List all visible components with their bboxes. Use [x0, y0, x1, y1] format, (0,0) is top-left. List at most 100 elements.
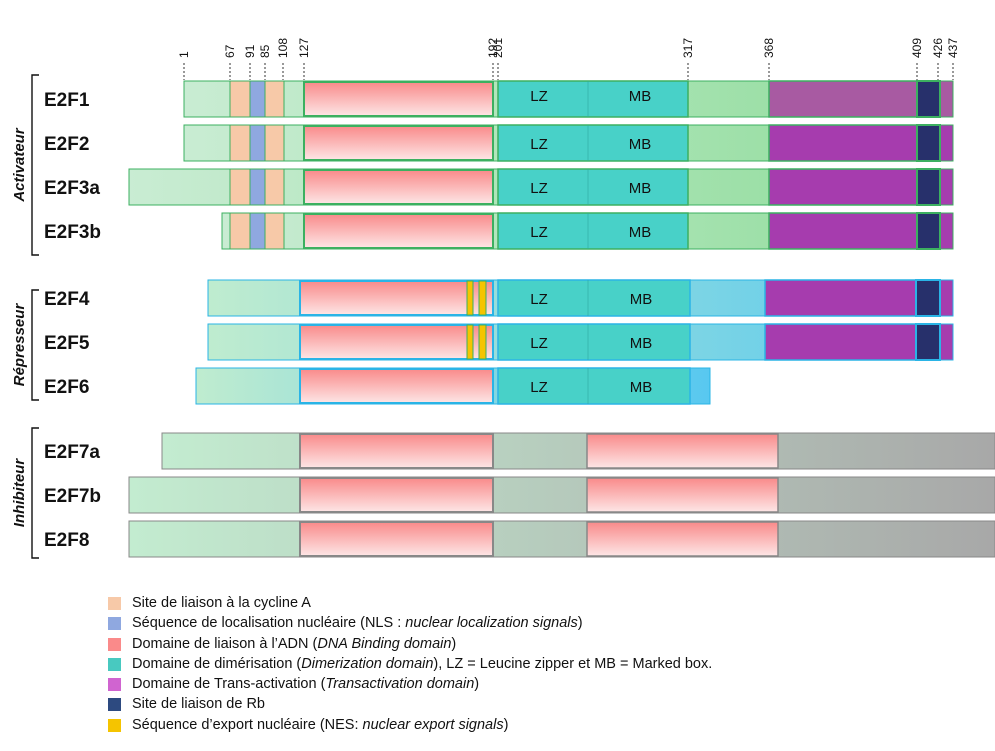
- mb-label: MB: [630, 335, 653, 352]
- group-brackets: Activateur Répresseur Inhibiteur: [11, 74, 39, 559]
- protein-row-e2f4: LZ MB E2F4: [44, 279, 954, 317]
- legend-text: Domaine de dimérisation (Dimerization do…: [132, 655, 713, 672]
- dna-binding-domain: [299, 280, 494, 316]
- lz-label: LZ: [530, 379, 548, 396]
- mb-label: MB: [629, 180, 652, 197]
- dimerization-domain: [497, 80, 689, 118]
- cyclin-a-site: [229, 168, 251, 206]
- rb-swatch: [108, 698, 121, 712]
- c-terminal-end: [939, 323, 954, 361]
- group-1: Répresseur: [11, 289, 39, 401]
- protein-row-e2f1: LZ MB E2F1: [44, 80, 954, 118]
- dimerization-domain: [497, 367, 691, 405]
- legend-item: Domaine de liaison à l’ADN (DNA Binding …: [108, 634, 988, 654]
- protein-row-e2f7a: E2F7a: [44, 432, 995, 470]
- dna-binding-domain: [299, 433, 494, 469]
- group-2: Inhibiteur: [11, 427, 39, 559]
- nls-site: [249, 124, 266, 162]
- position-label: 409: [910, 38, 924, 58]
- dna-binding-domain-2: [586, 477, 779, 513]
- dna-binding-domain-2: [586, 433, 779, 469]
- mb-label: MB: [629, 136, 652, 153]
- mb-label: MB: [630, 291, 653, 308]
- protein-name: E2F3a: [44, 178, 100, 199]
- position-label: 368: [762, 38, 776, 58]
- nls-site: [249, 212, 266, 250]
- lz-label: LZ: [530, 224, 548, 241]
- nes-site: [478, 280, 487, 316]
- dimerization-domain: [497, 323, 691, 361]
- nls-site: [249, 168, 266, 206]
- group-bracket: [31, 74, 39, 256]
- legend-text: Site de liaison à la cycline A: [132, 595, 311, 611]
- rb-binding-site: [915, 279, 941, 317]
- position-label: 437: [946, 38, 960, 58]
- lz-label: LZ: [530, 291, 548, 308]
- dna-binding-domain-2: [586, 521, 779, 557]
- nes-site: [466, 324, 474, 360]
- lz-label: LZ: [530, 136, 548, 153]
- mb-label: MB: [629, 224, 652, 241]
- dimerization-swatch: [108, 657, 121, 671]
- transactivation-domain: [768, 124, 918, 162]
- legend-item: Séquence d’export nucléaire (NES: nuclea…: [108, 715, 988, 735]
- cyclin-a-site: [264, 124, 285, 162]
- position-label: 127: [297, 38, 311, 58]
- position-label: 85: [258, 44, 272, 58]
- lz-label: LZ: [530, 180, 548, 197]
- protein-row-e2f2: LZ MB E2F2: [44, 124, 954, 162]
- c-terminal-end: [939, 80, 954, 118]
- legend-item: Domaine de dimérisation (Dimerization do…: [108, 654, 988, 674]
- transactivation-domain: [764, 279, 917, 317]
- protein-name: E2F5: [44, 333, 90, 354]
- dna-binding-domain: [299, 521, 494, 557]
- legend-text: Site de liaison de Rb: [132, 696, 265, 713]
- group-label: Activateur: [11, 127, 28, 203]
- position-label: 192: [486, 38, 500, 58]
- dna-binding-domain: [299, 324, 494, 360]
- nls-swatch: [108, 617, 121, 631]
- legend-text: Domaine de liaison à l’ADN (DNA Binding …: [132, 635, 457, 652]
- mb-label: MB: [630, 379, 653, 396]
- position-label: 91: [243, 44, 257, 58]
- dimerization-domain: [497, 279, 691, 317]
- rb-binding-site: [916, 124, 941, 162]
- protein-row-e2f3a: LZ MB E2F3a: [44, 168, 954, 206]
- dimerization-domain: [497, 212, 689, 250]
- protein-name: E2F8: [44, 530, 89, 551]
- c-terminal-end: [939, 168, 954, 206]
- protein-backbone: [161, 432, 995, 470]
- protein-row-e2f7b: E2F7b: [44, 476, 995, 514]
- group-label: Répresseur: [11, 303, 28, 387]
- legend-text: Domaine de Trans-activation (Transactiva…: [132, 676, 480, 693]
- protein-name: E2F7a: [44, 442, 100, 463]
- dna-binding-domain: [303, 213, 494, 249]
- protein-name: E2F1: [44, 90, 90, 111]
- dna-binding-domain: [299, 477, 494, 513]
- protein-row-e2f5: LZ MB E2F5: [44, 323, 954, 361]
- cyclin-a-site: [264, 212, 285, 250]
- transactivation-domain: [768, 212, 918, 250]
- c-terminal-end: [939, 212, 954, 250]
- legend-item: Site de liaison à la cycline A: [108, 593, 988, 613]
- cyclin-a-site: [229, 212, 251, 250]
- dna-binding-domain: [303, 81, 494, 117]
- protein-row-e2f8: E2F8: [44, 520, 995, 558]
- legend-text: Séquence de localisation nucléaire (NLS …: [132, 615, 583, 632]
- lz-label: LZ: [530, 335, 548, 352]
- cyclin-a-site: [229, 80, 251, 118]
- transactivation-domain: [764, 323, 917, 361]
- legend-item: Domaine de Trans-activation (Transactiva…: [108, 674, 988, 694]
- rb-binding-site: [916, 168, 941, 206]
- group-bracket: [31, 289, 39, 401]
- transactivation-domain: [768, 80, 918, 118]
- cyclin-a-swatch: [108, 597, 121, 610]
- c-terminal-end: [939, 124, 954, 162]
- lz-label: LZ: [530, 88, 548, 105]
- position-label: 108: [276, 38, 290, 58]
- dna-binding-domain: [303, 169, 494, 205]
- protein-backbone: [128, 520, 995, 558]
- group-label: Inhibiteur: [11, 458, 28, 527]
